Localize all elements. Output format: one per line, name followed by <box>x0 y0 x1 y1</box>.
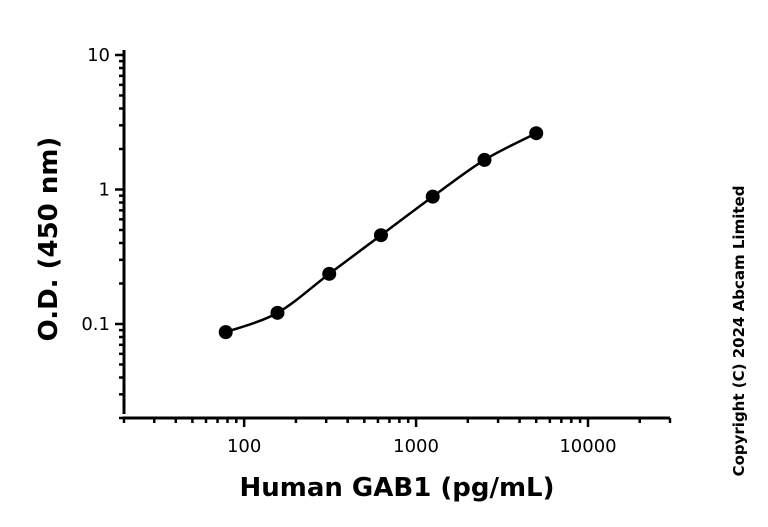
y-tick-label: 1 <box>99 179 110 200</box>
y-tick-label: 0.1 <box>81 314 110 335</box>
data-point <box>477 152 492 167</box>
x-axis-ticks: 100 1000 10000 <box>122 418 672 457</box>
data-point <box>373 228 388 243</box>
copyright-notice: Copyright (C) 2024 Abcam Limited <box>730 186 748 477</box>
x-tick-label: 1000 <box>393 436 439 457</box>
data-point <box>218 325 233 340</box>
x-tick-label: 10000 <box>559 436 616 457</box>
data-points <box>218 126 544 340</box>
data-point <box>322 266 337 281</box>
data-point <box>425 189 440 204</box>
y-tick-label: 10 <box>87 45 110 66</box>
x-tick-label: 100 <box>227 436 261 457</box>
y-axis-ticks: 0.1 1 10 <box>81 45 124 420</box>
y-axis-title: O.D. (450 nm) <box>34 137 64 342</box>
axes <box>122 50 670 420</box>
data-point <box>270 305 285 320</box>
x-axis-title: Human GAB1 (pg/mL) <box>239 473 554 503</box>
data-point <box>529 126 544 141</box>
